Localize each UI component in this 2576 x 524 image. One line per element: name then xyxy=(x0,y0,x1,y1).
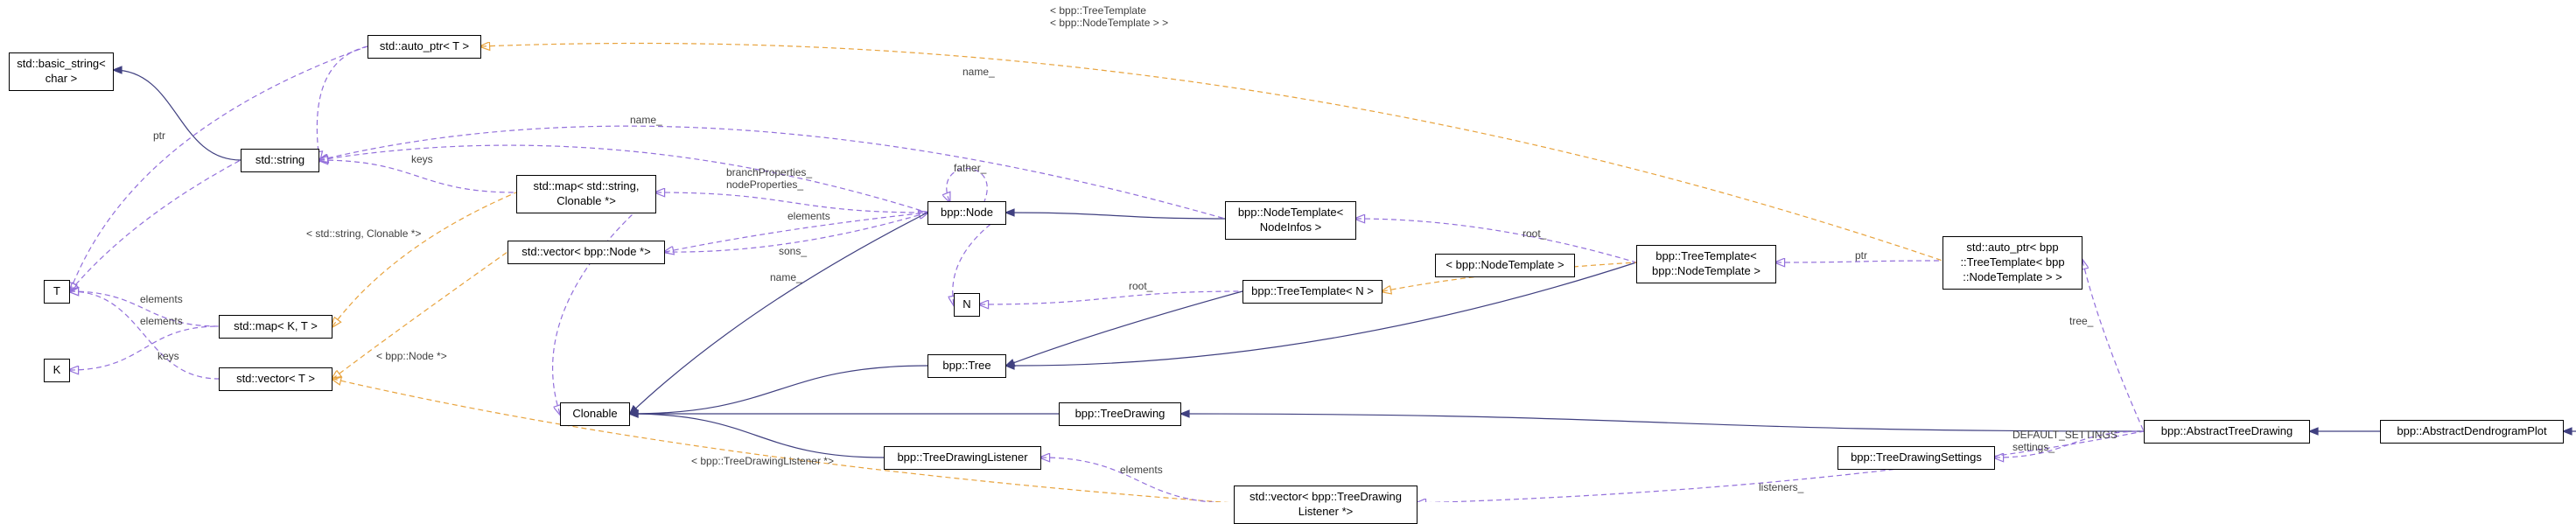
node-auto_ptr_T[interactable]: std::auto_ptr< T > xyxy=(368,35,481,59)
node-vector_node[interactable]: std::vector< bpp::Node *> xyxy=(508,241,665,264)
node-bpp_Node[interactable]: bpp::Node xyxy=(928,201,1006,225)
edge-label-name_top: name_ xyxy=(962,66,995,78)
edge-label-elements3: elements xyxy=(788,210,830,222)
edge-label-sons: sons_ xyxy=(779,245,807,257)
edge-label-name2: name_ xyxy=(770,271,802,283)
edge xyxy=(70,46,368,291)
node-TreeTemplateN[interactable]: bpp::TreeTemplate< N > xyxy=(1242,280,1382,304)
node-TDListener[interactable]: bpp::TreeDrawingListener xyxy=(884,446,1041,470)
free-label-tdl_lbl: < bpp::TreeDrawingListener *> xyxy=(691,455,834,467)
node-TreeDrawing[interactable]: bpp::TreeDrawing xyxy=(1059,402,1181,426)
edge-label-tree: tree_ xyxy=(2069,315,2093,327)
edge xyxy=(630,213,928,414)
free-label-str_clon: < std::string, Clonable *> xyxy=(306,227,421,240)
edge-label-keys: keys xyxy=(411,153,433,165)
edge xyxy=(2082,261,2144,431)
edge-label-father: father_ xyxy=(954,162,986,174)
edge-label-elements4: elements xyxy=(1120,464,1163,476)
edge-label-def_settings: DEFAULT_SETTINGS settings_ xyxy=(2012,429,2118,453)
node-NodeTemplate[interactable]: bpp::NodeTemplate< NodeInfos > xyxy=(1225,201,1356,240)
node-T[interactable]: T xyxy=(44,280,70,304)
node-vector_T[interactable]: std::vector< T > xyxy=(219,367,332,391)
node-bpp_NodeTempl[interactable]: < bpp::NodeTemplate > xyxy=(1435,254,1575,277)
edge xyxy=(953,213,1006,304)
edge xyxy=(1006,291,1242,366)
edge-label-listeners: listeners_ xyxy=(1759,481,1803,493)
edge-label-root2: root_ xyxy=(1522,227,1546,240)
edge xyxy=(1006,213,1225,219)
node-AbsDendro[interactable]: bpp::AbstractDendrogramPlot xyxy=(2380,420,2564,444)
node-map_KT[interactable]: std::map< K, T > xyxy=(219,315,332,339)
edge xyxy=(1006,262,1636,366)
edge-label-ptr2: ptr xyxy=(1855,249,1867,262)
node-TDSettings[interactable]: bpp::TreeDrawingSettings xyxy=(1838,446,1995,470)
free-label-tt_nt_top: < bpp::TreeTemplate < bpp::NodeTemplate … xyxy=(1050,4,1168,29)
node-AbsTreeDraw[interactable]: bpp::AbstractTreeDrawing xyxy=(2144,420,2310,444)
edge-label-name1: name_ xyxy=(630,114,662,126)
edge-label-elements1: elements xyxy=(140,293,183,305)
node-bpp_Tree[interactable]: bpp::Tree xyxy=(928,354,1006,378)
node-N[interactable]: N xyxy=(954,293,980,317)
edge xyxy=(332,192,516,326)
edge-label-ptr: ptr xyxy=(153,129,165,142)
node-basic_string[interactable]: std::basic_string< char > xyxy=(9,52,114,91)
edge-label-root1: root_ xyxy=(1129,280,1152,292)
edge xyxy=(70,326,219,370)
edge xyxy=(332,379,1234,502)
edge xyxy=(630,414,884,458)
edge xyxy=(70,160,241,291)
node-TreeTemplNT[interactable]: bpp::TreeTemplate< bpp::NodeTemplate > xyxy=(1636,245,1776,283)
edge xyxy=(481,43,1942,261)
edge xyxy=(1181,414,2144,431)
edge xyxy=(630,366,928,414)
edge-label-branchProps: branchProperties_ nodeProperties_ xyxy=(726,166,812,191)
edge xyxy=(553,192,656,414)
edge xyxy=(114,70,241,160)
node-auto_ptr_TT[interactable]: std::auto_ptr< bpp ::TreeTemplate< bpp :… xyxy=(1942,236,2082,290)
node-K[interactable]: K xyxy=(44,359,70,382)
node-vector_TDL[interactable]: std::vector< bpp::TreeDrawing Listener *… xyxy=(1234,486,1418,524)
node-string[interactable]: std::string xyxy=(241,149,319,172)
node-map_str_clon[interactable]: std::map< std::string, Clonable *> xyxy=(516,175,656,213)
edge-label-elements2: elements xyxy=(140,315,183,327)
edge-label-keys2: keys xyxy=(158,350,179,362)
node-Clonable[interactable]: Clonable xyxy=(560,402,630,426)
free-label-bpp_node_lbl: < bpp::Node *> xyxy=(376,350,447,362)
